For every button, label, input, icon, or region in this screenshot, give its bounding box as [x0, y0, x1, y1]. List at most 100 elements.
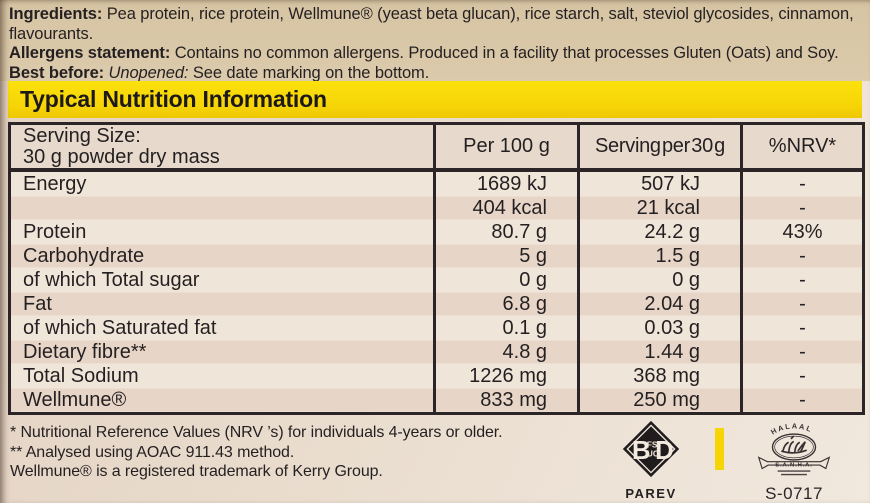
kosher-diamond-icon: B FS UC D — [622, 420, 680, 478]
table-cell: 5 g — [433, 244, 579, 268]
allergens-label: Allergens statement: — [9, 44, 171, 63]
cell-value: 1226 mg — [469, 365, 547, 387]
cell-value: 43% — [782, 221, 823, 243]
table-row: Fat 6.8 g 2.04 g - — [10, 292, 864, 316]
cell-value: - — [799, 197, 806, 219]
cell-value: 4.8 g — [502, 341, 547, 363]
halal-fine-print — [777, 470, 811, 476]
table-cell: Dietary fibre** — [10, 340, 435, 364]
allergens-line: Allergens statement: Contains no common … — [9, 44, 862, 64]
nutrition-table-body: Energy 1689 kJ 404 kcal 507 kJ 21 kcal - - Prot… — [10, 170, 864, 414]
cell-value: 1.44 g — [644, 341, 700, 363]
nutrition-table: Serving Size: 30 g powder dry mass Per 1… — [8, 122, 865, 415]
halal-sanha-logo: HALAAL S.A.N.H.A. — [746, 416, 842, 503]
footnote-nrv: * Nutritional Reference Values (NRV ’s) … — [10, 424, 503, 441]
halal-arabic-calligraphy — [781, 435, 807, 454]
cell-value: 507 kJ — [641, 173, 700, 195]
table-cell: Fat — [10, 292, 435, 316]
table-cell: 0.03 g — [577, 316, 742, 340]
cell-value: - — [799, 245, 806, 267]
header-serving-size: Serving Size: 30 g powder dry mass — [9, 123, 435, 172]
table-cell: 1.5 g — [577, 244, 742, 268]
cell-value: - — [799, 173, 806, 195]
table-row: Total Sodium 1226 mg 368 mg - — [10, 364, 864, 388]
table-cell: - — [740, 316, 864, 340]
table-cell: 1689 kJ 404 kcal — [433, 170, 579, 220]
table-row: of which Total sugar 0 g 0 g - — [10, 268, 864, 292]
cell-value: - — [799, 269, 806, 291]
cell-value: - — [799, 317, 806, 339]
table-cell: - — [740, 268, 864, 292]
cell-value: Total Sodium — [23, 365, 139, 387]
cell-value: 0.03 g — [644, 317, 700, 339]
cell-value: Energy — [23, 173, 87, 195]
halal-emblem-icon: HALAAL S.A.N.H.A. — [757, 421, 831, 476]
product-info-block: Ingredients: Pea protein, rice protein, … — [0, 0, 870, 82]
kosher-small-uc: UC — [647, 449, 659, 458]
ingredients-text: Pea protein, rice protein, Wellmune® (ye… — [9, 5, 854, 43]
kosher-small-fs: FS — [647, 440, 658, 449]
table-cell: 250 mg — [577, 388, 742, 414]
cell-value: of which Total sugar — [23, 269, 200, 291]
cell-value: of which Saturated fat — [23, 317, 217, 339]
allergens-text: Contains no common allergens. Produced i… — [170, 44, 839, 63]
table-cell: - — [740, 340, 864, 364]
cell-value: 1.5 g — [655, 245, 700, 267]
page-title: Typical Nutrition Information — [20, 86, 327, 112]
serving-size-line1: Serving Size: — [23, 125, 141, 147]
table-cell: Carbohydrate — [10, 244, 435, 268]
table-row: Wellmune® 833 mg 250 mg - — [10, 388, 864, 414]
cell-value: 250 mg — [633, 389, 700, 411]
table-cell: 1226 mg — [433, 364, 579, 388]
header-nrv: %NRV* — [740, 123, 864, 172]
yellow-divider-bar — [715, 428, 724, 470]
cell-value: 80.7 g — [491, 221, 547, 243]
cell-value: 21 kcal — [636, 197, 700, 219]
table-cell: 0 g — [433, 268, 579, 292]
table-row: Energy 1689 kJ 404 kcal 507 kJ 21 kcal - - — [10, 170, 864, 220]
footnote-method: ** Analysed using AOAC 911.43 method. — [10, 443, 295, 461]
cell-value: 6.8 g — [502, 293, 547, 315]
table-cell: 6.8 g — [433, 292, 579, 316]
cell-value: - — [799, 365, 806, 387]
header-per-serving: Serving per 30 g — [577, 123, 742, 172]
best-before-emphasis: Unopened: — [104, 63, 189, 82]
table-row: Carbohydrate 5 g 1.5 g - — [10, 244, 864, 268]
table-cell: Energy — [10, 170, 435, 220]
table-cell: Protein — [10, 220, 435, 244]
table-cell: 80.7 g — [433, 220, 579, 244]
table-header-row: Serving Size: 30 g powder dry mass Per 1… — [9, 123, 864, 172]
ingredients-label: Ingredients: — [9, 5, 103, 23]
cell-value: 0 g — [519, 269, 547, 291]
table-cell: 43% — [740, 220, 864, 244]
table-row: Protein 80.7 g 24.2 g 43% — [10, 220, 864, 244]
serving-size-line2: 30 g powder dry mass — [23, 146, 220, 168]
cell-value: 368 mg — [633, 365, 700, 387]
parev-caption: PAREV — [625, 486, 677, 501]
cell-value: 1689 kJ — [476, 173, 547, 195]
table-cell: 2.04 g — [577, 292, 742, 316]
cell-value: Fat — [23, 293, 52, 315]
table-cell: -- — [740, 170, 864, 220]
best-before-text: See date marking on the bottom. — [188, 63, 430, 82]
cell-value: 24.2 g — [644, 221, 700, 243]
cell-value: Wellmune® — [23, 389, 127, 411]
table-cell: of which Total sugar — [10, 268, 435, 292]
cell-value: 0.1 g — [502, 317, 547, 339]
table-cell: 4.8 g — [433, 340, 579, 364]
table-cell: 833 mg — [433, 388, 579, 414]
certification-logos: B FS UC D PAREV HALAAL — [613, 416, 842, 503]
kosher-letter-d: D — [655, 437, 674, 465]
cell-value: 2.04 g — [644, 293, 700, 315]
table-cell: 507 kJ 21 kcal — [577, 170, 742, 220]
cell-value: 404 kcal — [472, 197, 548, 219]
table-cell: Wellmune® — [10, 388, 435, 414]
table-cell: of which Saturated fat — [10, 316, 435, 340]
table-cell: 1.44 g — [577, 340, 742, 364]
footnotes: * Nutritional Reference Values (NRV ’s) … — [10, 423, 630, 482]
ingredients-line: Ingredients: Pea protein, rice protein, … — [9, 5, 862, 44]
table-cell: - — [740, 388, 864, 414]
best-before-label: Best before: — [9, 63, 105, 82]
cell-value: Carbohydrate — [23, 245, 145, 267]
halal-banner-text: S.A.N.H.A. — [775, 462, 813, 468]
